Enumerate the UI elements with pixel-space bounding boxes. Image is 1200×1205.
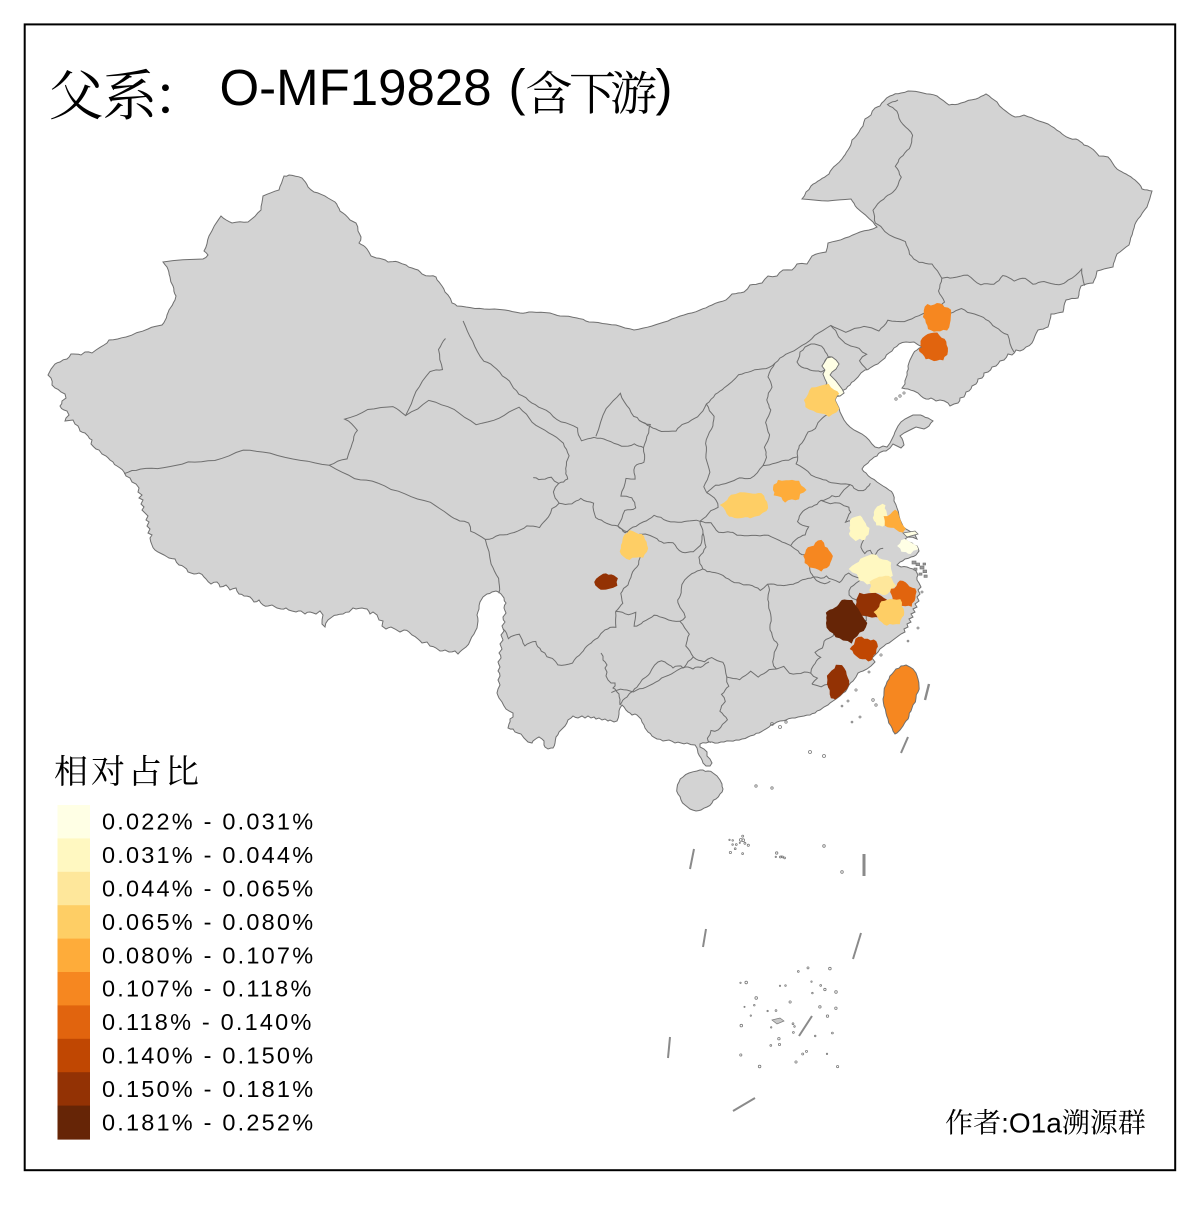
svg-text:0.044% - 0.065%: 0.044% - 0.065% <box>102 876 315 902</box>
svg-text::O1a: :O1a <box>1001 1107 1062 1138</box>
svg-text:0.031% - 0.044%: 0.031% - 0.044% <box>102 842 315 868</box>
svg-text:0.140% - 0.150%: 0.140% - 0.150% <box>102 1043 315 1069</box>
svg-text:O-MF19828: O-MF19828 <box>220 59 492 116</box>
svg-text:0.107% - 0.118%: 0.107% - 0.118% <box>102 976 314 1002</box>
svg-text:0.150% - 0.181%: 0.150% - 0.181% <box>102 1076 315 1102</box>
svg-text:0.181% - 0.252%: 0.181% - 0.252% <box>102 1109 315 1135</box>
svg-text:0.065% - 0.080%: 0.065% - 0.080% <box>102 909 315 935</box>
svg-text:0.080% - 0.107%: 0.080% - 0.107% <box>102 942 315 968</box>
svg-text:0.118% - 0.140%: 0.118% - 0.140% <box>102 1009 314 1035</box>
svg-text:0.022% - 0.031%: 0.022% - 0.031% <box>102 809 315 835</box>
svg-text:(: ( <box>509 59 526 116</box>
svg-text:): ) <box>656 59 673 116</box>
